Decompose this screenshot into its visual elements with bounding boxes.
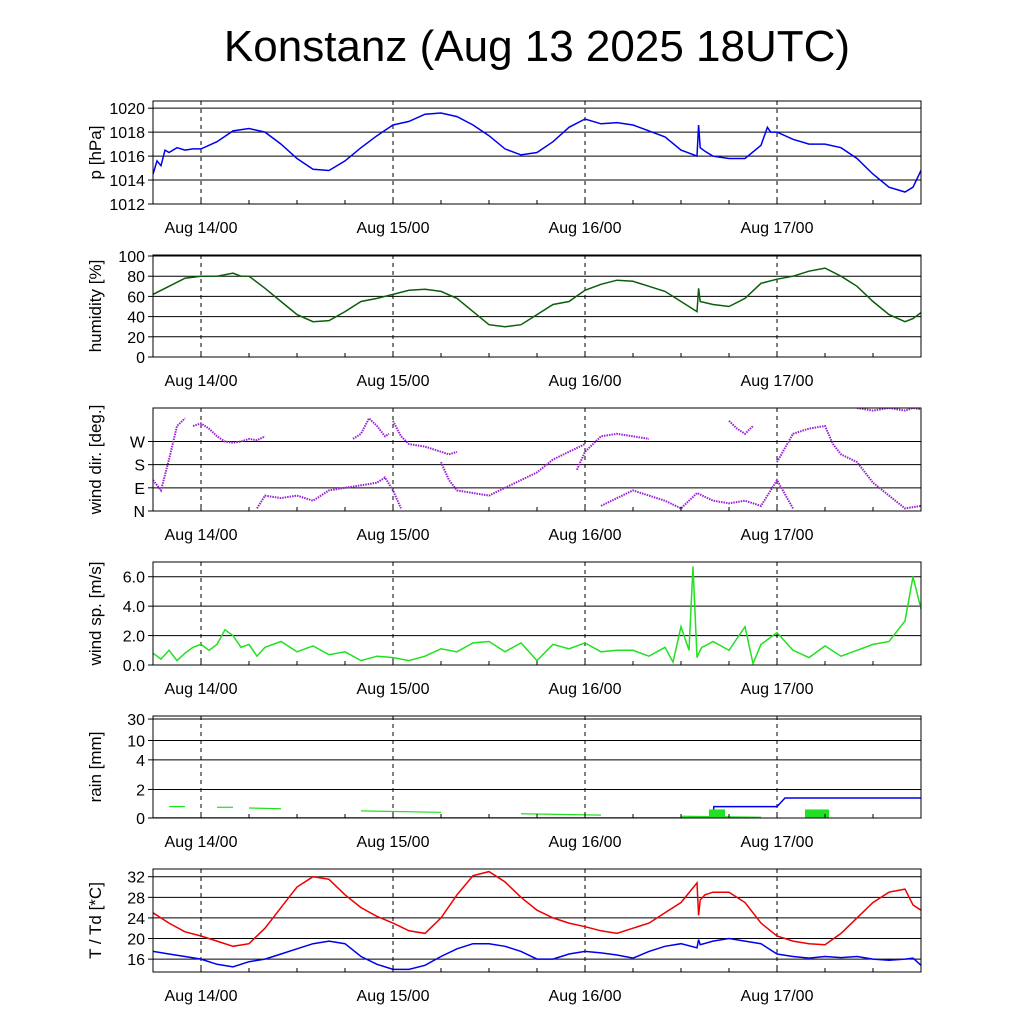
wind-direction-trace [153,417,186,493]
panel-rain: 0 2 4 10 30 Aug 14/00 Aug 15/00 Aug 16/00 Aug 17… [86,712,922,851]
y-tick-label: 2.0 [123,629,145,646]
panel-pressure: 1012 1014 1016 1018 1020 Aug 14/00 Aug 15/00 Au… [86,100,922,237]
x-tick-label: Aug 15/00 [357,681,430,698]
y-tick-label: 1020 [109,101,145,118]
x-tick-label: Aug 17/00 [741,681,814,698]
x-tick-label: Aug 15/00 [357,834,430,851]
x-tick-label: Aug 14/00 [165,373,238,390]
y-tick-label: E [134,481,145,498]
wind-direction-trace [440,443,586,497]
x-tick-label: Aug 16/00 [549,373,622,390]
y-tick-label: 0 [136,350,145,367]
y-axis-label: humidity [%] [86,260,105,353]
y-tick-label: 28 [127,890,145,907]
plot-area-temperature [153,870,921,971]
x-tick-label: Aug 16/00 [549,220,622,237]
x-tick-label: Aug 14/00 [165,527,238,544]
y-tick-label: 80 [127,269,145,286]
y-tick-label: 0.0 [123,658,145,675]
y-tick-label: 10 [127,733,145,750]
wind-direction-trace [776,424,921,510]
x-tick-label: Aug 17/00 [741,527,814,544]
y-tick-label: 0 [136,811,145,828]
x-tick-label: Aug 14/00 [165,988,238,1005]
x-tick-label: Aug 15/00 [357,373,430,390]
y-tick-label: 30 [127,712,145,729]
series-line-dewpoint [153,937,921,971]
y-tick-label: 40 [127,310,145,327]
chart-title: Konstanz (Aug 13 2025 18UTC) [223,22,851,71]
panel-frame [152,254,922,358]
y-tick-label: 1018 [109,125,145,142]
rain-ensemble-mark [520,813,602,816]
panel-humidity: 0 20 40 60 80 100 Aug 14/00 Aug 15/00 Aug 16/00 A… [86,249,922,390]
x-tick-label: Aug 16/00 [549,681,622,698]
y-tick-label: 20 [127,932,145,949]
y-tick-label: 60 [127,289,145,306]
x-tick-label: Aug 14/00 [165,681,238,698]
plot-area-humidity [153,267,921,328]
y-axis-label: T / Td [*C] [86,882,105,959]
x-tick-label: Aug 15/00 [357,220,430,237]
rain-ensemble-mark [248,807,282,810]
y-tick-label: W [130,434,146,451]
plot-area-rain [153,797,921,818]
series-line-rain_cumulative [153,797,921,818]
y-tick-label: 6.0 [123,570,145,587]
panel-frame [152,715,922,819]
y-tick-label: 16 [127,952,145,969]
y-tick-label: 1016 [109,149,145,166]
wind-direction-trace [256,476,402,509]
series-line-humidity [153,267,921,328]
x-tick-label: Aug 17/00 [741,834,814,851]
y-tick-label: 20 [127,330,145,347]
x-tick-label: Aug 16/00 [549,988,622,1005]
rain-ensemble-mark [360,810,442,813]
plot-area-pressure [153,112,921,193]
wind-direction-trace [600,478,794,510]
y-tick-label: 1012 [109,197,145,214]
series-line-pressure [153,112,921,193]
y-tick-label: N [133,504,145,521]
x-tick-label: Aug 15/00 [357,527,430,544]
rain-bar [805,809,829,818]
y-axis-label: rain [mm] [86,732,105,803]
y-tick-label: 100 [118,249,145,266]
y-axis-label: p [hPa] [86,126,105,180]
wind-direction-trace [728,420,754,436]
panel-wind_speed: 0.0 2.0 4.0 6.0 Aug 14/00 Aug 15/00 Aug 16/00 A… [86,561,922,698]
y-tick-label: 32 [127,870,145,887]
x-tick-label: Aug 16/00 [549,527,622,544]
panel-frame [152,561,922,666]
series-line-temperature [153,870,921,948]
y-tick-label: 2 [136,782,145,799]
y-tick-label: 4 [136,753,145,770]
x-tick-label: Aug 15/00 [357,988,430,1005]
wind-direction-trace [576,432,650,471]
plot-area-wind_speed [153,566,921,665]
x-tick-label: Aug 14/00 [165,220,238,237]
y-axis-label: wind dir. [deg.] [86,405,105,516]
x-tick-label: Aug 17/00 [741,988,814,1005]
wind-direction-trace [392,420,458,456]
y-tick-label: 1014 [109,173,145,190]
x-tick-label: Aug 17/00 [741,220,814,237]
y-tick-label: 24 [127,911,145,928]
x-tick-label: Aug 17/00 [741,373,814,390]
y-tick-label: 4.0 [123,599,145,616]
x-tick-label: Aug 14/00 [165,834,238,851]
plot-area-wind_direction [153,408,921,510]
rain-bar [709,809,725,818]
x-tick-label: Aug 16/00 [549,834,622,851]
series-line-wind_speed [153,566,921,665]
y-axis-label: wind sp. [m/s] [86,562,105,667]
y-tick-label: S [134,458,145,475]
wind-direction-trace [352,416,390,440]
wind-direction-trace [192,422,266,444]
panel-temperature: 16 20 24 28 32 Aug 14/00 Aug 15/00 Aug 16/00 Aug… [86,868,922,1005]
panel-frame [152,868,922,973]
